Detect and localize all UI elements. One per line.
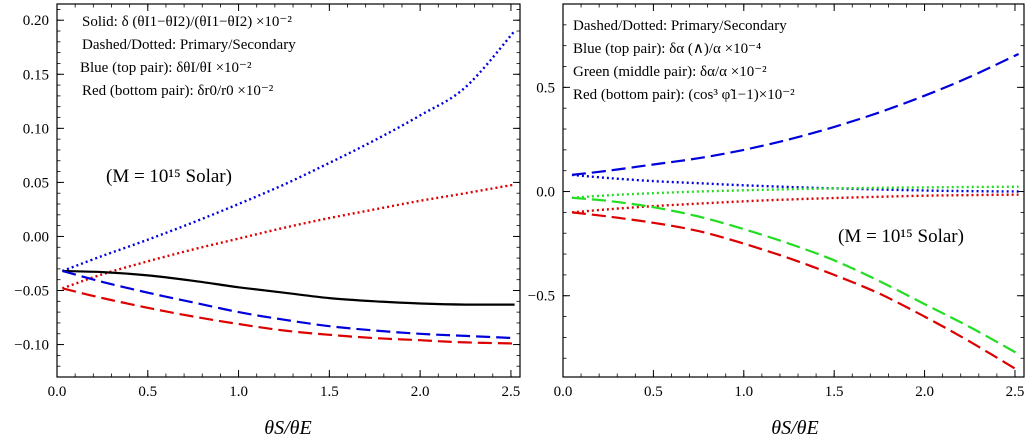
right-y-tick-label: 0.5 [536, 80, 555, 96]
right-x-tick-label: 1.0 [734, 384, 753, 400]
right-plot-frame [562, 3, 1025, 378]
left-mass-annotation: (M = 10¹⁵ Solar) [106, 166, 232, 187]
right-series-line-1 [571, 53, 1020, 176]
left-x-tick-label: 2.5 [502, 384, 521, 400]
right-x-tick-label: 2.5 [1006, 384, 1025, 400]
right-x-tick-label: 0.5 [644, 384, 663, 400]
right-series-line-2 [571, 173, 1019, 193]
right-x-tick-label: 2.0 [915, 384, 934, 400]
right-series-line-6 [571, 211, 1020, 372]
right-axis-ticks: 0.0 0.5 1.0 1.5 2.0 2.5 −0.5 0.0 0.5 [528, 3, 1025, 400]
left-series-line-5 [62, 287, 515, 345]
left-y-tick-label: 0.00 [23, 229, 49, 245]
right-series-line-4 [571, 193, 1019, 214]
left-series-line-4 [62, 269, 515, 340]
left-legend-line-3: Blue (top pair): δθI/θI ×10⁻² [80, 60, 252, 76]
right-x-axis-label: θS/θE [771, 417, 818, 439]
right-mass-annotation: (M = 10¹⁵ Solar) [838, 226, 964, 247]
right-y-tick-label: −0.5 [528, 289, 555, 305]
left-chart-panel: 0.0 0.5 1.0 1.5 2.0 2.5 −0.10 −0.05 0.00 0.05 0.10… [14, 3, 521, 439]
right-legend: Dashed/Dotted: Primary/Secondary Blue (t… [573, 18, 795, 103]
left-legend-line-1: Solid: δ (θI1−θI2)/(θI1−θI2) ×10⁻² [82, 14, 292, 30]
left-y-tick-label: −0.10 [14, 338, 49, 354]
left-x-tick-label: 1.0 [229, 384, 248, 400]
left-y-tick-label: 0.15 [23, 67, 49, 83]
left-y-tick-label: 0.10 [23, 121, 49, 137]
left-x-tick-label: 0.0 [48, 384, 67, 400]
left-series-line-3 [62, 269, 515, 306]
left-legend: Solid: δ (θI1−θI2)/(θI1−θI2) ×10⁻² Dashe… [80, 14, 296, 99]
left-legend-line-4: Red (bottom pair): δr0/r0 ×10⁻² [82, 83, 274, 99]
right-series-lines [571, 53, 1020, 372]
right-chart-panel: 0.0 0.5 1.0 1.5 2.0 2.5 −0.5 0.0 0.5 Dashed/Dott… [528, 3, 1025, 439]
left-y-tick-label: −0.05 [14, 284, 49, 300]
left-series-line-2 [62, 183, 515, 290]
left-y-tick-label: 0.20 [23, 13, 49, 29]
left-plot-frame [56, 3, 521, 378]
left-y-tick-label: 0.05 [23, 175, 49, 191]
right-legend-line-4: Red (bottom pair): (cos³ φ̃1−1)×10⁻² [573, 87, 795, 103]
left-x-tick-label: 1.5 [320, 384, 339, 400]
left-x-axis-label: θS/θE [264, 417, 311, 439]
left-legend-line-2: Dashed/Dotted: Primary/Secondary [82, 37, 296, 53]
right-series-line-3 [571, 185, 1019, 199]
right-legend-line-3: Green (middle pair): δα/α ×10⁻² [573, 64, 767, 80]
left-x-tick-label: 2.0 [411, 384, 430, 400]
left-series-line-1 [61, 30, 516, 273]
right-x-tick-label: 1.5 [825, 384, 844, 400]
left-series-lines [61, 30, 516, 345]
left-x-tick-label: 0.5 [138, 384, 157, 400]
right-legend-line-2: Blue (top pair): δα (∧)/α ×10⁻⁴ [573, 41, 761, 57]
right-x-tick-label: 0.0 [554, 384, 573, 400]
right-legend-line-1: Dashed/Dotted: Primary/Secondary [573, 18, 787, 34]
right-y-tick-label: 0.0 [536, 185, 555, 201]
left-axis-ticks: 0.0 0.5 1.0 1.5 2.0 2.5 −0.10 −0.05 0.00 0.05 0.10… [14, 4, 520, 400]
right-series-line-5 [571, 196, 1020, 356]
